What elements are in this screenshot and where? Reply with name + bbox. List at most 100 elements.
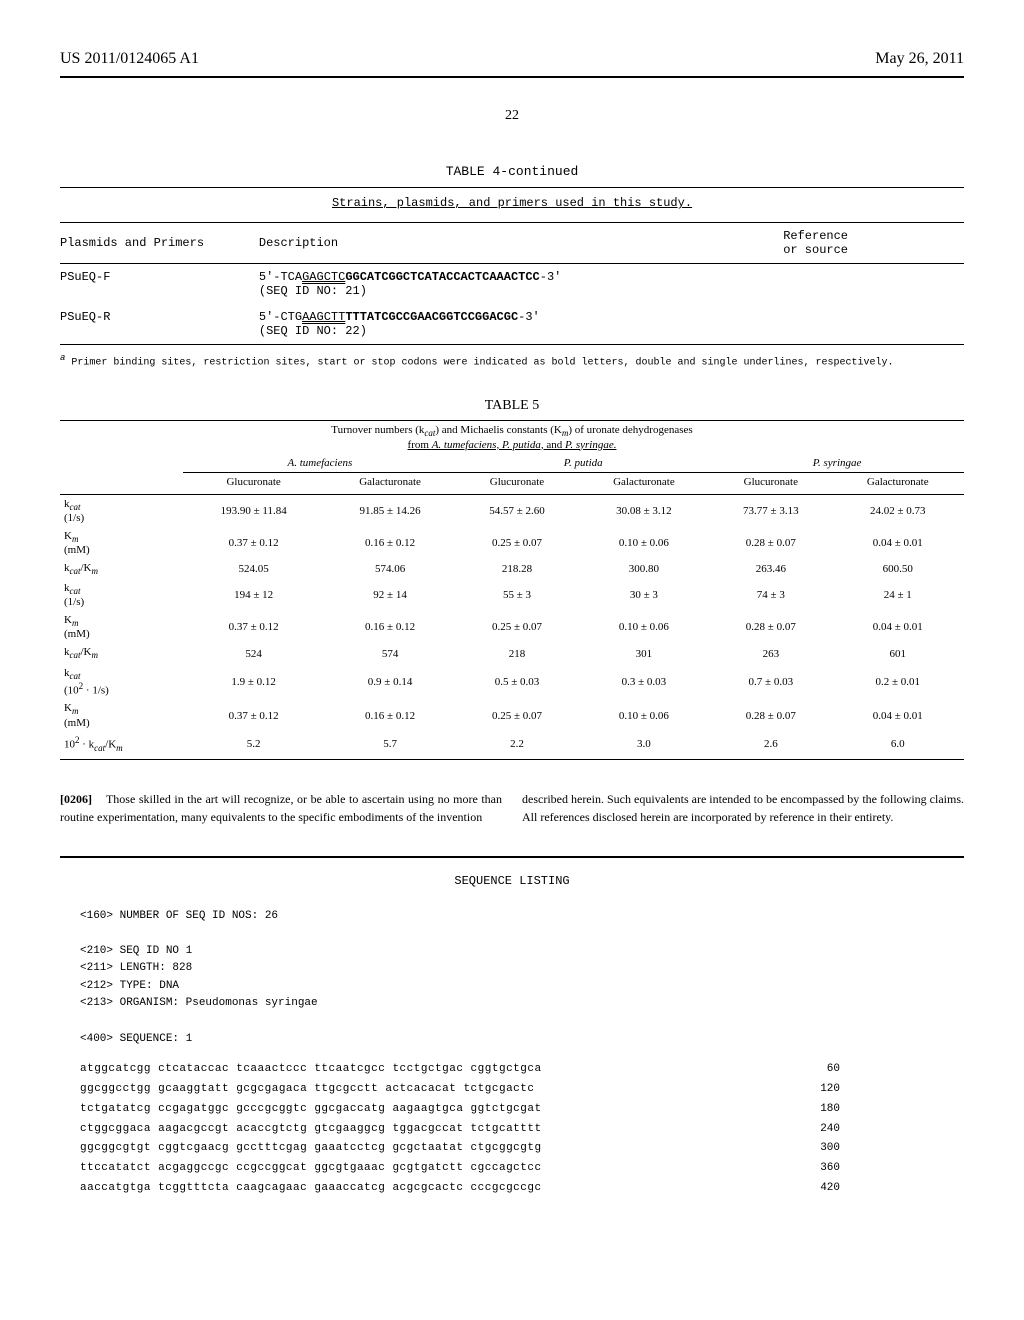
- seq-line: ggcggcgtgt cggtcgaacg gcctttcgag gaaatcc…: [80, 1139, 840, 1159]
- seq-line: aaccatgtga tcggtttcta caagcagaac gaaacca…: [80, 1179, 840, 1199]
- table4-footnote: a Primer binding sites, restriction site…: [60, 353, 964, 368]
- table5-row: kcat(1/s)194 ± 1292 ± 1455 ± 330 ± 374 ±…: [60, 579, 964, 611]
- data-cell: 0.2 ± 0.01: [832, 664, 964, 700]
- table4-subtitle: Strains, plasmids, and primers used in t…: [60, 196, 964, 210]
- data-cell: 73.77 ± 3.13: [710, 494, 831, 527]
- primer-name: PSuEQ-R: [60, 304, 259, 345]
- data-cell: 300.80: [578, 559, 710, 579]
- row-label: 102 · kcat/Km: [60, 732, 183, 759]
- data-cell: 0.28 ± 0.07: [710, 527, 831, 559]
- data-cell: 0.37 ± 0.12: [183, 699, 323, 731]
- seq-listing-rule: [60, 856, 964, 858]
- paragraph-right: described herein. Such equivalents are i…: [522, 790, 964, 826]
- table4-rule-top: [60, 187, 964, 188]
- publication-id: US 2011/0124065 A1: [60, 50, 199, 68]
- seq-lines: atggcatcgg ctcataccac tcaaactccc ttcaatc…: [60, 1060, 964, 1199]
- primer-desc: 5'-TCAGAGCTCGGCATCGGCTCATACCACTCAAACTCC-…: [259, 264, 783, 305]
- row-label: kcat(102 · 1/s): [60, 664, 183, 700]
- table4-col3: Reference or source: [783, 223, 964, 264]
- row-label: kcat/Km: [60, 559, 183, 579]
- data-cell: 30.08 ± 3.12: [578, 494, 710, 527]
- table5-row: kcat(102 · 1/s)1.9 ± 0.120.9 ± 0.140.5 ±…: [60, 664, 964, 700]
- table4-col2: Description: [259, 223, 783, 264]
- seq-line: ttccatatct acgaggccgc ccgccggcat ggcgtga…: [80, 1159, 840, 1179]
- data-cell: 0.10 ± 0.06: [578, 527, 710, 559]
- seq-listing-title: SEQUENCE LISTING: [60, 874, 964, 888]
- row-label: kcat/Km: [60, 643, 183, 663]
- primer-name: PSuEQ-F: [60, 264, 259, 305]
- data-cell: 301: [578, 643, 710, 663]
- primer-desc: 5'-CTGAAGCTTTTTATCGCCGAACGGTCCGGACGC-3'(…: [259, 304, 783, 345]
- table5-row: kcat(1/s)193.90 ± 11.8491.85 ± 14.2654.5…: [60, 494, 964, 527]
- paragraph-left: [0206] Those skilled in the art will rec…: [60, 790, 502, 826]
- data-cell: 0.16 ± 0.12: [324, 699, 456, 731]
- data-cell: 0.7 ± 0.03: [710, 664, 831, 700]
- table5-row: Km(mM)0.37 ± 0.120.16 ± 0.120.25 ± 0.070…: [60, 527, 964, 559]
- data-cell: 0.04 ± 0.01: [832, 611, 964, 643]
- data-cell: 601: [832, 643, 964, 663]
- table5-row: kcat/Km524.05574.06218.28300.80263.46600…: [60, 559, 964, 579]
- data-cell: 2.6: [710, 732, 831, 759]
- paragraph-block: [0206] Those skilled in the art will rec…: [60, 790, 964, 826]
- data-cell: 0.37 ± 0.12: [183, 611, 323, 643]
- seq-line: ggcggcctgg gcaaggtatt gcgcgagaca ttgcgcc…: [80, 1080, 840, 1100]
- table5: Turnover numbers (kcat) and Michaelis co…: [60, 420, 964, 759]
- seq-line: ctggcggaca aagacgccgt acaccgtctg gtcgaag…: [80, 1120, 840, 1140]
- data-cell: 218: [456, 643, 577, 663]
- row-label: Km(mM): [60, 699, 183, 731]
- seq-bases: tctgatatcg ccgagatggc gcccgcggtc ggcgacc…: [80, 1100, 542, 1120]
- data-cell: 0.9 ± 0.14: [324, 664, 456, 700]
- row-label: Km(mM): [60, 527, 183, 559]
- seq-bases: aaccatgtga tcggtttcta caagcagaac gaaacca…: [80, 1179, 542, 1199]
- table4-row: PSuEQ-F5'-TCAGAGCTCGGCATCGGCTCATACCACTCA…: [60, 264, 964, 305]
- seq-position: 300: [820, 1139, 840, 1159]
- table5-row: Km(mM)0.37 ± 0.120.16 ± 0.120.25 ± 0.070…: [60, 699, 964, 731]
- data-cell: 24 ± 1: [832, 579, 964, 611]
- data-cell: 0.16 ± 0.12: [324, 611, 456, 643]
- data-cell: 600.50: [832, 559, 964, 579]
- data-cell: 3.0: [578, 732, 710, 759]
- seq-position: 420: [820, 1179, 840, 1199]
- data-cell: 193.90 ± 11.84: [183, 494, 323, 527]
- seq-position: 240: [820, 1120, 840, 1140]
- header-rule: [60, 76, 964, 78]
- seq-bases: ttccatatct acgaggccgc ccgccggcat ggcgtga…: [80, 1159, 542, 1179]
- table5-row: 102 · kcat/Km5.25.72.23.02.66.0: [60, 732, 964, 759]
- primer-ref: [783, 264, 964, 305]
- data-cell: 54.57 ± 2.60: [456, 494, 577, 527]
- data-cell: 2.2: [456, 732, 577, 759]
- data-cell: 218.28: [456, 559, 577, 579]
- data-cell: 6.0: [832, 732, 964, 759]
- data-cell: 0.25 ± 0.07: [456, 611, 577, 643]
- data-cell: 5.2: [183, 732, 323, 759]
- row-label: kcat(1/s): [60, 579, 183, 611]
- data-cell: 194 ± 12: [183, 579, 323, 611]
- data-cell: 574: [324, 643, 456, 663]
- data-cell: 0.3 ± 0.03: [578, 664, 710, 700]
- data-cell: 0.37 ± 0.12: [183, 527, 323, 559]
- species-2: P. putida: [456, 454, 710, 473]
- seq-line: atggcatcgg ctcataccac tcaaactccc ttcaatc…: [80, 1060, 840, 1080]
- primer-ref: [783, 304, 964, 345]
- table5-title: TABLE 5: [60, 398, 964, 414]
- data-cell: 0.28 ± 0.07: [710, 611, 831, 643]
- data-cell: 0.5 ± 0.03: [456, 664, 577, 700]
- seq-bases: ggcggcgtgt cggtcgaacg gcctttcgag gaaatcc…: [80, 1139, 542, 1159]
- data-cell: 0.10 ± 0.06: [578, 699, 710, 731]
- seq-bases: ggcggcctgg gcaaggtatt gcgcgagaca ttgcgcc…: [80, 1080, 534, 1100]
- publication-date: May 26, 2011: [875, 50, 964, 68]
- species-3: P. syringae: [710, 454, 964, 473]
- data-cell: 74 ± 3: [710, 579, 831, 611]
- seq-position: 60: [827, 1060, 840, 1080]
- table5-species-row: A. tumefaciens P. putida P. syringae: [60, 454, 964, 473]
- seq-position: 360: [820, 1159, 840, 1179]
- data-cell: 5.7: [324, 732, 456, 759]
- data-cell: 0.04 ± 0.01: [832, 699, 964, 731]
- data-cell: 0.25 ± 0.07: [456, 527, 577, 559]
- table4-col1: Plasmids and Primers: [60, 223, 259, 264]
- data-cell: 30 ± 3: [578, 579, 710, 611]
- row-label: kcat(1/s): [60, 494, 183, 527]
- seq-bases: ctggcggaca aagacgccgt acaccgtctg gtcgaag…: [80, 1120, 542, 1140]
- data-cell: 0.16 ± 0.12: [324, 527, 456, 559]
- data-cell: 524.05: [183, 559, 323, 579]
